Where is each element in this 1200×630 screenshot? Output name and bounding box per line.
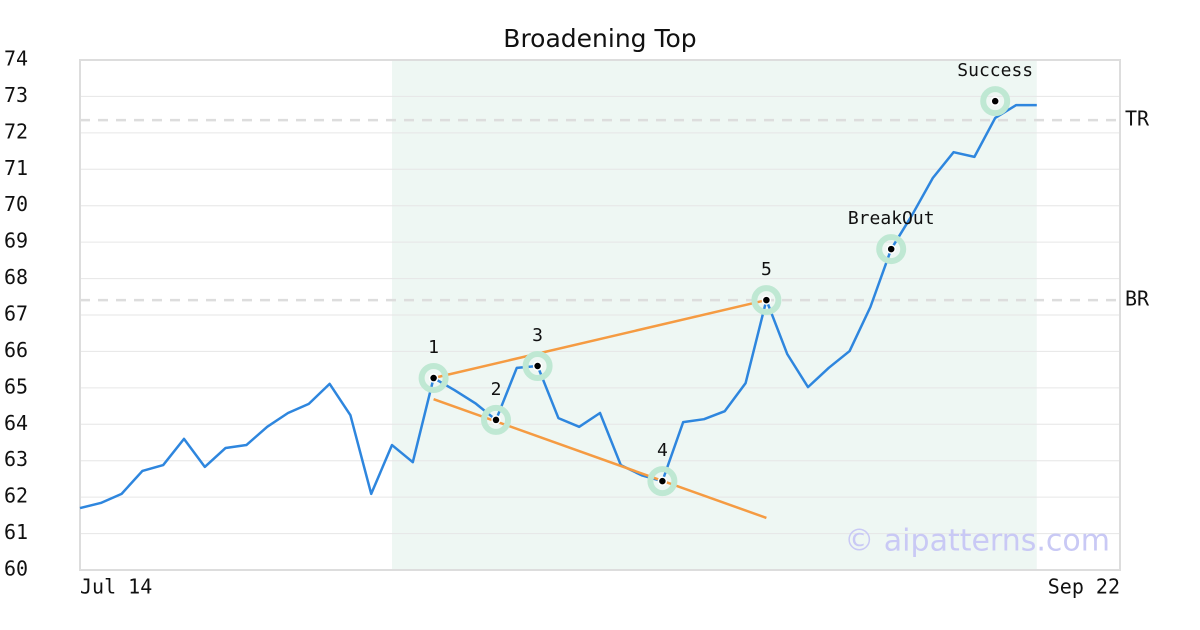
y-tick-label: 69 xyxy=(4,229,28,253)
point-dot xyxy=(886,244,896,254)
point-halo xyxy=(418,363,449,394)
x-tick-label: Jul 14 xyxy=(80,575,152,599)
y-tick-label: 74 xyxy=(4,47,28,71)
level-label: BR xyxy=(1125,287,1150,311)
point-label: Success xyxy=(957,60,1033,81)
y-tick-label: 65 xyxy=(4,374,28,398)
y-tick-label: 61 xyxy=(4,520,28,544)
point-halo xyxy=(876,234,907,265)
point-halo xyxy=(751,285,782,316)
point-label: 3 xyxy=(532,325,543,346)
point-dot xyxy=(761,295,772,305)
point-dot xyxy=(990,96,1000,106)
y-tick-label: 60 xyxy=(4,557,28,581)
y-tick-label: 72 xyxy=(4,119,28,143)
y-tick-label: 62 xyxy=(4,484,28,508)
point-dot xyxy=(657,476,668,486)
trendline xyxy=(433,397,767,520)
point-label: 2 xyxy=(491,379,502,400)
watermark: © aipatterns.com xyxy=(844,524,1110,559)
point-halo xyxy=(980,86,1011,117)
point-halo xyxy=(481,404,511,435)
point-label: BreakOut xyxy=(848,208,935,229)
point-label: 5 xyxy=(761,259,772,280)
y-tick-label: 73 xyxy=(4,83,28,107)
price-line xyxy=(79,103,1037,510)
plot-border xyxy=(79,59,1121,571)
point-label: 1 xyxy=(428,337,439,358)
point-halo xyxy=(647,466,678,497)
y-tick-label: 68 xyxy=(4,265,28,289)
chart-title: Broadening Top xyxy=(503,24,696,53)
y-tick-label: 67 xyxy=(4,302,28,326)
x-tick-label: Sep 22 xyxy=(1048,575,1120,599)
y-tick-label: 71 xyxy=(4,156,28,180)
point-halo xyxy=(522,351,553,381)
y-tick-label: 66 xyxy=(4,338,28,362)
point-dot xyxy=(532,361,543,371)
point-label: 4 xyxy=(657,440,668,461)
level-label: TR xyxy=(1125,107,1150,131)
y-tick-label: 70 xyxy=(4,192,28,216)
point-dot xyxy=(491,415,501,425)
trendline xyxy=(433,298,767,380)
y-tick-label: 63 xyxy=(4,447,28,471)
y-tick-label: 64 xyxy=(4,411,28,435)
point-dot xyxy=(428,373,439,383)
